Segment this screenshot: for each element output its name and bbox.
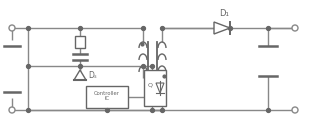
Text: Controller
IC: Controller IC <box>94 91 120 101</box>
Polygon shape <box>156 83 164 93</box>
Bar <box>75 36 85 48</box>
Circle shape <box>292 25 298 31</box>
Circle shape <box>9 107 15 113</box>
Polygon shape <box>74 70 86 80</box>
Text: Q: Q <box>148 83 153 88</box>
Circle shape <box>292 107 298 113</box>
Circle shape <box>9 25 15 31</box>
Text: D₁: D₁ <box>219 9 229 18</box>
Bar <box>86 86 128 108</box>
Polygon shape <box>214 22 230 34</box>
Bar <box>144 70 166 106</box>
Text: Dₛ: Dₛ <box>88 71 97 79</box>
